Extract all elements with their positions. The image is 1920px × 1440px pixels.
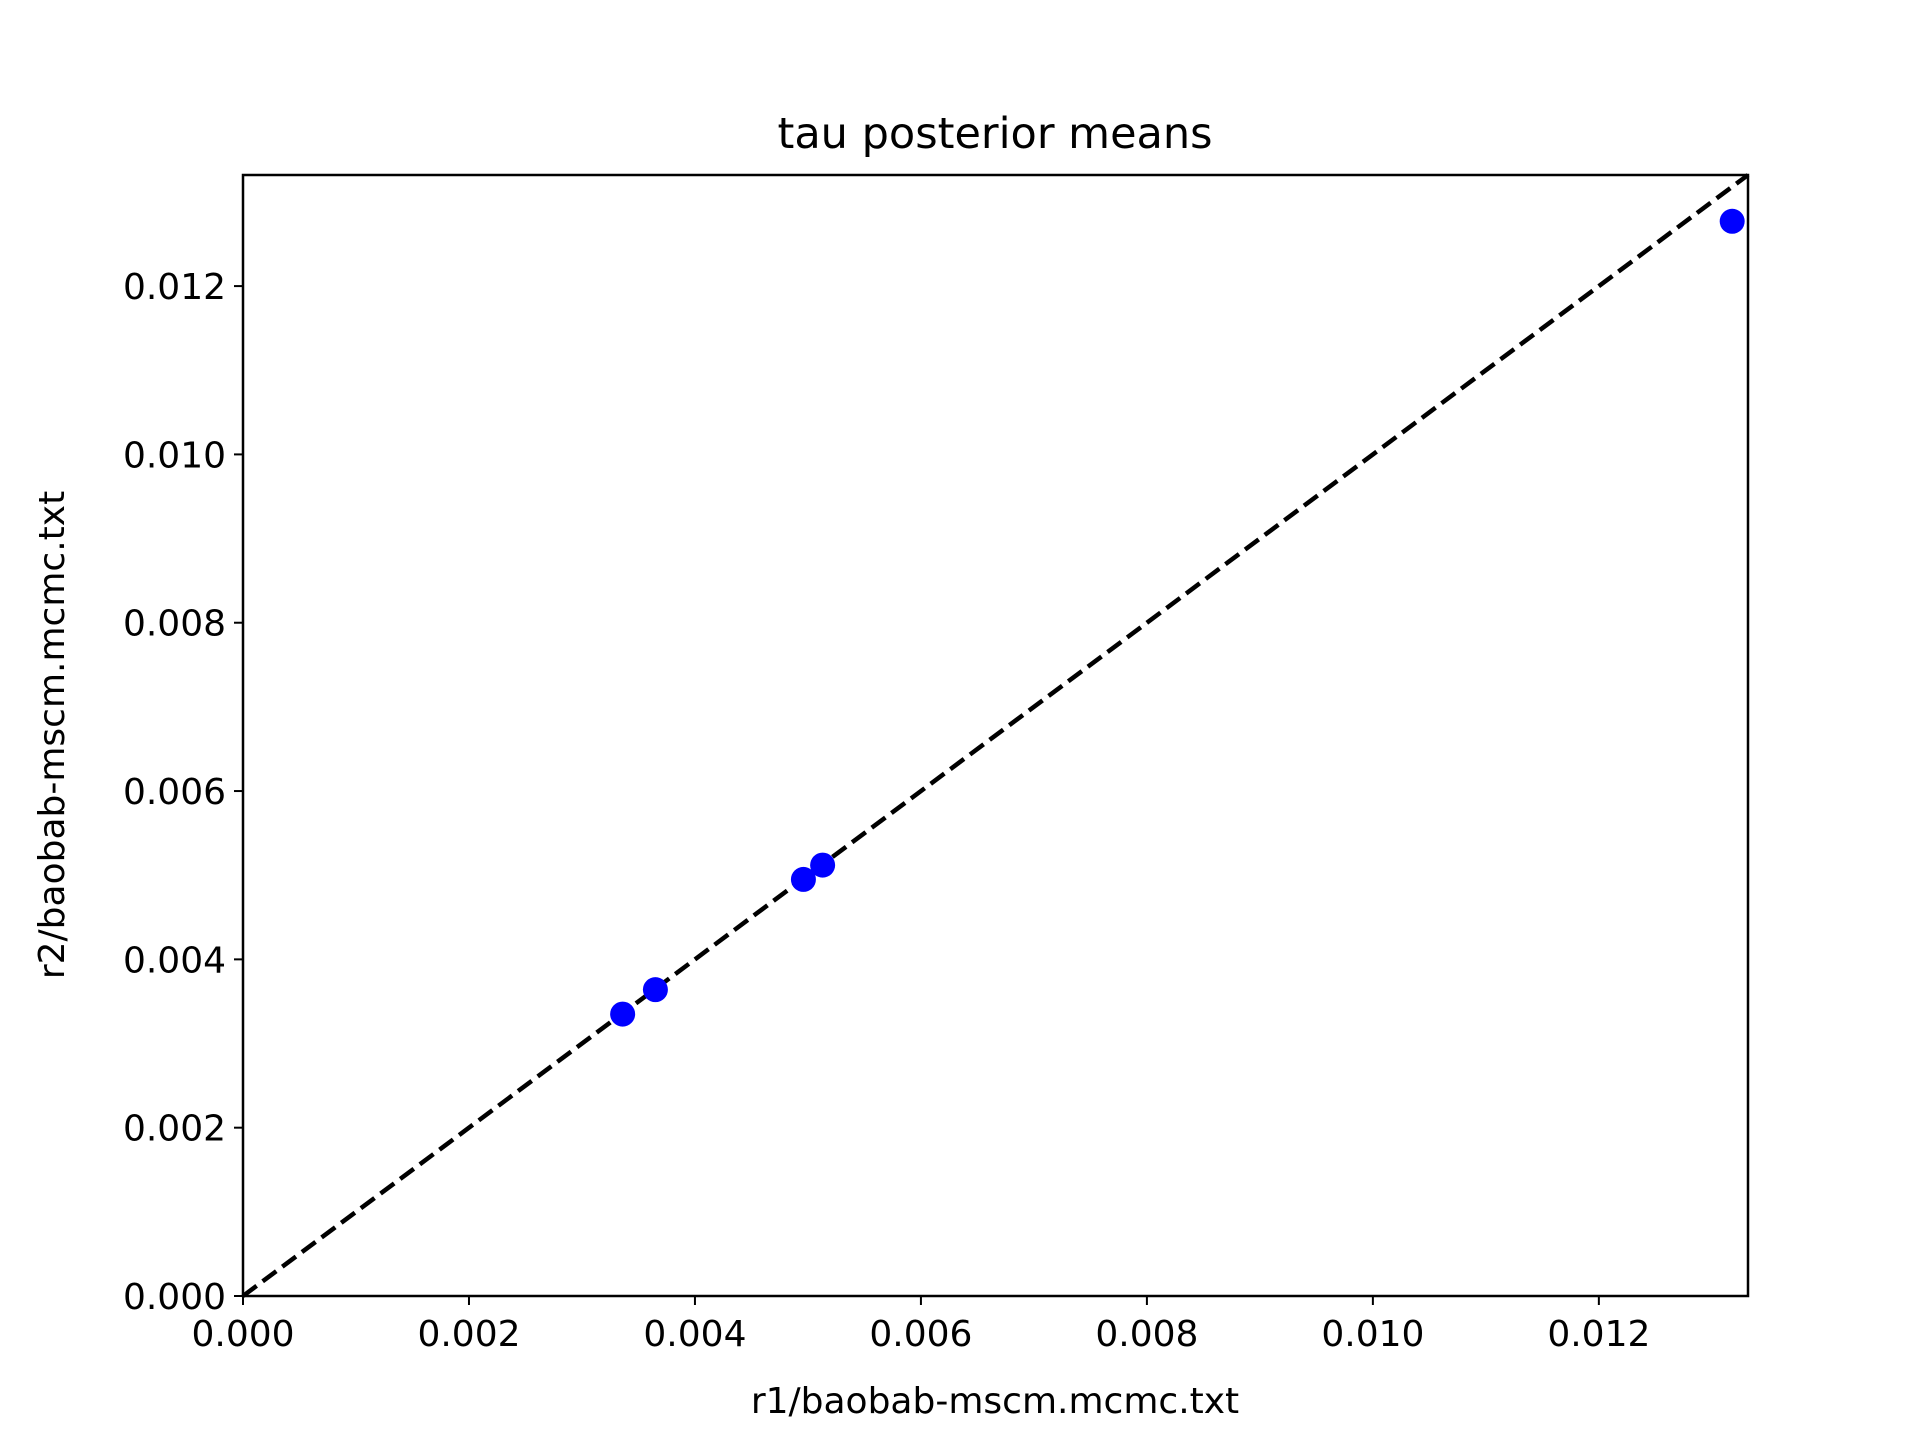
y-tick-label: 0.008: [123, 604, 226, 645]
y-axis: 0.000 0.002 0.004 0.006 0.008 0.010 0.012: [123, 267, 243, 1318]
x-axis: 0.000 0.002 0.004 0.006 0.008 0.010 0.012: [191, 1296, 1650, 1355]
y-tick-label: 0.012: [123, 267, 226, 308]
x-tick-label: 0.006: [869, 1314, 972, 1355]
data-point: [1719, 208, 1745, 234]
data-point: [810, 852, 836, 878]
plot-frame: [241, 173, 1750, 1298]
plot-area: [241, 173, 1750, 1298]
chart-title: tau posterior means: [777, 109, 1212, 159]
y-tick-label: 0.006: [123, 772, 226, 813]
y-tick-label: 0.010: [123, 435, 226, 476]
reference-line: [241, 173, 1750, 1298]
data-point: [790, 866, 816, 892]
x-tick-label: 0.010: [1321, 1314, 1424, 1355]
x-tick-label: 0.008: [1095, 1314, 1198, 1355]
x-tick-label: 0.000: [191, 1314, 294, 1355]
y-axis-title: r2/baobab-mscm.mcmc.txt: [32, 491, 73, 979]
x-axis-title: r1/baobab-mscm.mcmc.txt: [751, 1381, 1239, 1422]
x-tick-label: 0.012: [1547, 1314, 1650, 1355]
x-tick-label: 0.004: [643, 1314, 746, 1355]
y-tick-label: 0.000: [123, 1277, 226, 1318]
y-tick-label: 0.002: [123, 1109, 226, 1150]
data-point: [642, 977, 668, 1003]
x-tick-label: 0.002: [417, 1314, 520, 1355]
data-point: [610, 1001, 636, 1027]
y-tick-label: 0.004: [123, 940, 226, 981]
